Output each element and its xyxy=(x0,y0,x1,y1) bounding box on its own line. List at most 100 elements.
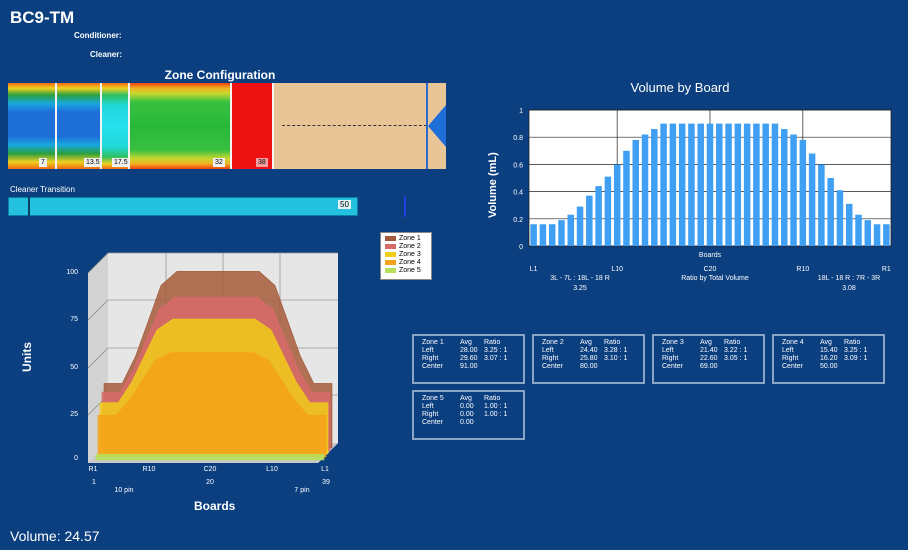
boards-axis-label: Boards xyxy=(194,499,236,513)
chart-gridline xyxy=(87,299,109,321)
zone-stats-box: Zone 4 Avg Ratio Left 15.40 3.25 : 1 Right 16… xyxy=(772,334,885,384)
volume-bar xyxy=(716,123,723,246)
ratio-right-text: 18L - 18 R : 7R - 3R xyxy=(818,275,880,282)
zone-stats-avg: 0.00 xyxy=(460,403,474,410)
zone-stats-avg: 21.40 xyxy=(700,347,718,354)
volume-bar xyxy=(558,220,565,246)
zone-stats-ratio: 3.09 : 1 xyxy=(844,355,868,362)
volume-bar xyxy=(567,214,575,246)
zone-end-arrow-icon[interactable] xyxy=(426,83,446,169)
x-tick-label: R1 xyxy=(89,466,98,473)
legend-item: Zone 4 xyxy=(385,259,421,267)
x-sub-label: 39 xyxy=(322,479,330,486)
zone-divider[interactable] xyxy=(230,83,232,169)
zone-marker-value: 32 xyxy=(213,158,225,167)
chart-gridline xyxy=(87,252,109,274)
zone-area-4 xyxy=(97,352,327,458)
volume-bar xyxy=(799,139,807,246)
volume-bar xyxy=(669,123,677,246)
zone-stats-title: Zone 3 xyxy=(662,339,684,346)
legend-swatch xyxy=(385,243,396,249)
left-chart-y-ticks: 100 75 50 25 0 xyxy=(66,269,78,462)
zone-marker-value: 13.5 xyxy=(84,158,102,167)
zone-stats-row: Right 25.80 3.10 : 1 xyxy=(542,355,643,363)
zone-stats-title: Zone 4 xyxy=(782,339,804,346)
zone-stats-ratio: 3.25 : 1 xyxy=(844,347,868,354)
zone-stats-avg-header: Avg xyxy=(460,395,472,402)
zone-stats-title: Zone 5 xyxy=(422,395,444,402)
cleaner-transition-handle[interactable] xyxy=(28,197,30,216)
zone-center-line xyxy=(282,125,432,126)
zone-stats-header: Zone 4 Avg Ratio xyxy=(782,339,883,347)
x-sub-label: 7 pin xyxy=(294,487,309,494)
zone-stats-row: Right 22.60 3.05 : 1 xyxy=(662,355,763,363)
zone-stats-row-label: Right xyxy=(542,355,559,362)
zone-divider[interactable] xyxy=(55,83,57,169)
y-tick-label: 50 xyxy=(70,364,78,371)
zone-stats-row-label: Left xyxy=(782,347,794,354)
volume-bar xyxy=(734,123,742,246)
volume-bar xyxy=(883,224,890,246)
x-tick-label: L1 xyxy=(321,466,329,473)
volume-x-ticks: L1 L10 C20 R10 R1 xyxy=(530,266,891,273)
x-sub-label: 1 xyxy=(92,479,96,486)
zone-divider[interactable] xyxy=(100,83,102,169)
zone-area-5 xyxy=(95,454,325,461)
zone-stats-row: Left 0.00 1.00 : 1 xyxy=(422,403,523,411)
volume-bar xyxy=(678,123,686,246)
zone-stats-ratio: 1.00 : 1 xyxy=(484,411,508,418)
volume-bar xyxy=(873,224,881,246)
volume-y-tick-label: 1 xyxy=(519,108,523,115)
volume-readout: Volume: 24.57 xyxy=(10,528,100,544)
x-sub-label: 20 xyxy=(206,479,214,486)
zone-stats-row-label: Right xyxy=(782,355,799,362)
ratio-left-value: 3.25 xyxy=(573,285,587,292)
zone-divider[interactable] xyxy=(272,83,274,169)
zone-segment-1[interactable] xyxy=(8,83,56,169)
zone-segment-2[interactable] xyxy=(56,83,100,169)
zone-stats-row: Center 91.00 xyxy=(422,363,523,371)
legend-item: Zone 5 xyxy=(385,267,421,275)
cleaner-transition-marker[interactable] xyxy=(404,196,406,217)
zone-stats-row: Center 50.00 xyxy=(782,363,883,371)
y-tick-label: 25 xyxy=(70,411,78,418)
volume-bar xyxy=(660,123,667,246)
zone-stats-ratio-header: Ratio xyxy=(724,339,741,346)
zone-stats-avg: 24.40 xyxy=(580,347,598,354)
zone-stats-row: Right 29.60 3.07 : 1 xyxy=(422,355,523,363)
legend-swatch xyxy=(385,259,396,265)
zone-divider[interactable] xyxy=(128,83,130,169)
zone-stats-avg: 25.80 xyxy=(580,355,598,362)
legend-item: Zone 3 xyxy=(385,251,421,259)
zone-stats-header: Zone 1 Avg Ratio xyxy=(422,339,523,347)
volume-bar xyxy=(743,123,751,246)
zone-stats-avg-header: Avg xyxy=(460,339,472,346)
zone-end-line[interactable] xyxy=(426,83,428,169)
volume-bar xyxy=(641,134,649,246)
left-chart-x-ticks: R1 R10 C20 L10 L1 1 10 pin 20 7 pin 39 xyxy=(89,466,330,494)
volume-bar xyxy=(790,134,797,246)
y-tick-label: 0 xyxy=(74,455,78,462)
x-sub-label: 10 pin xyxy=(114,487,133,494)
zone-stats-avg: 91.00 xyxy=(460,363,478,370)
volume-bar xyxy=(539,224,547,246)
volume-y-tick-label: 0.8 xyxy=(513,135,523,142)
zone-stats-row: Center 80.00 xyxy=(542,363,643,371)
zone-stats-box: Zone 5 Avg Ratio Left 0.00 1.00 : 1 Right 0.0… xyxy=(412,390,525,440)
volume-bar xyxy=(771,123,779,246)
zone-segment-4[interactable] xyxy=(130,83,230,169)
volume-bar xyxy=(845,203,853,246)
cleaner-label: Cleaner: xyxy=(90,50,123,59)
zone-legend: Zone 1 Zone 2 Zone 3 Zone 4 Zone 5 xyxy=(380,232,432,280)
ratio-right-value: 3.08 xyxy=(842,285,856,292)
zone-segment-5[interactable] xyxy=(232,83,272,169)
volume-bar xyxy=(576,206,584,246)
zone-configuration-strip[interactable]: 7 13.5 17.5 32 38 xyxy=(8,83,446,169)
cleaner-transition-bar[interactable] xyxy=(8,197,358,216)
zone-stats-row-label: Left xyxy=(542,347,554,354)
zone-stats-avg: 50.00 xyxy=(820,363,838,370)
zone-segment-3[interactable] xyxy=(102,83,128,169)
volume-bar xyxy=(855,214,862,246)
zone-stats-avg: 16.20 xyxy=(820,355,838,362)
volume-y-tick-label: 0.2 xyxy=(513,217,523,224)
